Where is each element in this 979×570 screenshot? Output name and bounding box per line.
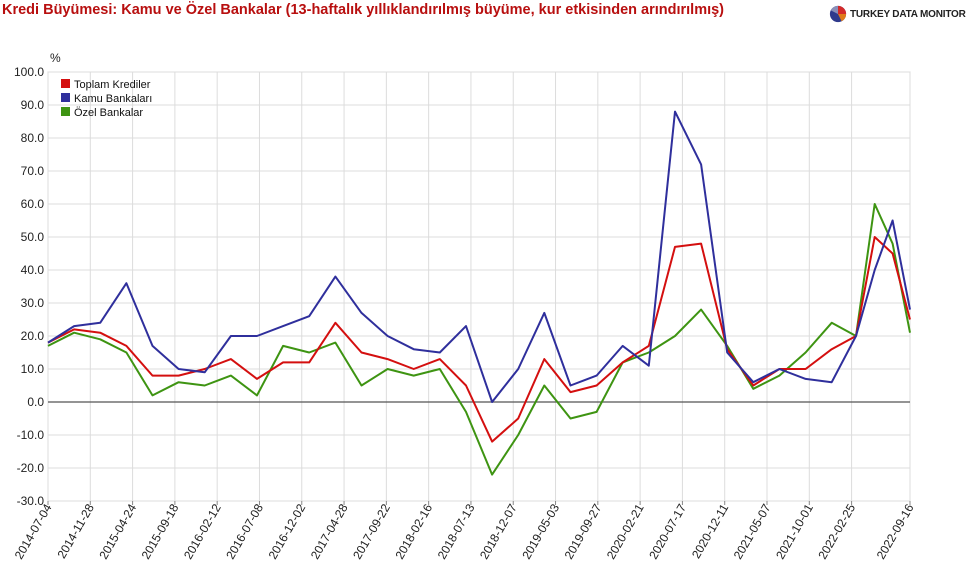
y-tick-label: -30.0: [17, 494, 45, 508]
y-tick-label: 60.0: [21, 197, 45, 211]
x-tick-label: 2021-10-01: [773, 501, 816, 561]
y-axis-ticks: 100.0 90.0 80.0 70.0 60.0 50.0 40.0 30.0 20.0 10.…: [14, 65, 44, 508]
y-tick-label: -10.0: [17, 428, 45, 442]
legend-label: Özel Bankalar: [74, 107, 143, 119]
legend: Toplam Krediler Kamu Bankaları Özel Bankal…: [61, 79, 152, 119]
series-lines: [47, 110, 911, 476]
x-tick-label: 2022-02-25: [815, 501, 858, 561]
x-tick-label: 2015-04-24: [96, 501, 139, 561]
y-tick-label: 90.0: [21, 98, 45, 112]
legend-swatch: [61, 93, 70, 102]
x-tick-label: 2017-09-22: [350, 501, 393, 561]
brand-name: TURKEY DATA MONITOR: [850, 8, 966, 20]
plot-frame: [47, 71, 911, 502]
y-axis-label: %: [50, 51, 61, 65]
x-tick-label: 2018-07-13: [435, 501, 478, 561]
x-tick-label: 2017-04-28: [308, 501, 351, 561]
x-tick-label: 2019-09-27: [562, 501, 605, 561]
x-tick-label: 2014-07-04: [12, 501, 55, 561]
y-tick-label: -20.0: [17, 461, 45, 475]
series-line-2: [47, 203, 911, 476]
x-tick-label: 2022-09-16: [874, 501, 917, 561]
x-tick-label: 2016-12-02: [266, 501, 309, 561]
y-tick-label: 30.0: [21, 296, 45, 310]
x-tick-label: 2016-02-12: [181, 501, 224, 561]
x-tick-label: 2020-12-11: [689, 501, 732, 561]
y-tick-label: 20.0: [21, 329, 45, 343]
pie-logo-icon: [829, 5, 847, 23]
y-tick-label: 50.0: [21, 230, 45, 244]
x-tick-label: 2020-07-17: [646, 501, 689, 561]
x-axis-ticks: 2014-07-04 2014-11-28 2015-04-24 2015-09-18…: [12, 501, 917, 562]
chart-title: Kredi Büyümesi: Kamu ve Özel Bankalar (1…: [2, 2, 725, 18]
legend-swatch: [61, 79, 70, 88]
x-tick-label: 2020-02-21: [604, 501, 647, 561]
y-tick-label: 80.0: [21, 131, 45, 145]
x-tick-label: 2018-02-16: [392, 501, 435, 561]
legend-label: Kamu Bankaları: [74, 93, 152, 105]
x-tick-label: 2021-05-07: [731, 501, 774, 561]
x-tick-label: 2014-11-28: [55, 501, 98, 561]
y-tick-label: 40.0: [21, 263, 45, 277]
x-tick-label: 2019-05-03: [519, 501, 562, 561]
brand-logo: TURKEY DATA MONITOR: [829, 5, 966, 23]
y-tick-label: 100.0: [14, 65, 44, 79]
series-line-1: [47, 110, 911, 403]
x-tick-label: 2018-12-07: [477, 501, 520, 561]
x-tick-label: 2015-09-18: [139, 501, 182, 561]
y-tick-label: 70.0: [21, 164, 45, 178]
y-tick-label: 10.0: [21, 362, 45, 376]
legend-swatch: [61, 107, 70, 116]
legend-label: Toplam Krediler: [74, 79, 151, 91]
grid-lines: [47, 71, 911, 502]
y-tick-label: 0.0: [27, 395, 44, 409]
series-line-0: [47, 236, 911, 443]
x-tick-label: 2016-07-08: [223, 501, 266, 561]
